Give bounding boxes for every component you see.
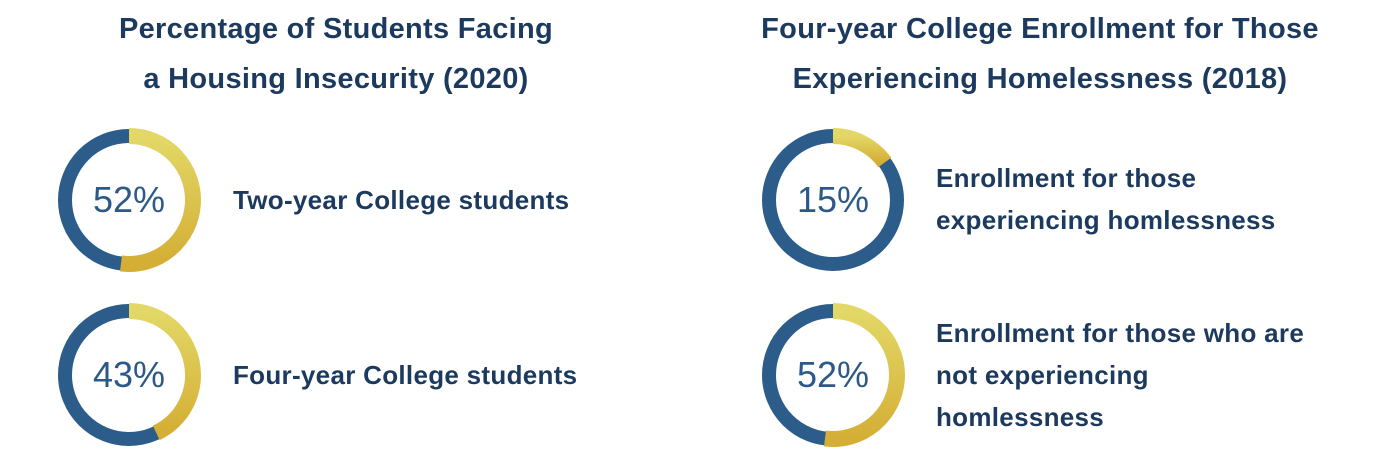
panel-title: Four-year College Enrollment for Those E… [700, 4, 1376, 104]
donut-value-label: 52% [796, 354, 870, 395]
donut-value-arc [128, 303, 201, 441]
label-line: Enrollment for those [936, 163, 1197, 193]
stat-item-four-year: 43% Four-year College students [0, 300, 680, 450]
housing-insecurity-panel: Percentage of Students Facing a Housing … [0, 0, 680, 448]
title-line: a Housing Insecurity (2020) [143, 63, 529, 95]
donut-chart: 52% [54, 125, 204, 275]
label-line: Two-year College students [233, 185, 570, 215]
label-line: Four-year College students [233, 360, 578, 390]
donut-value-label: 52% [92, 179, 166, 220]
title-line: Percentage of Students Facing [118, 13, 554, 45]
item-label: Enrollment for those who are not experie… [936, 312, 1304, 438]
donut-chart: 15% [758, 125, 908, 275]
title-line: Four-year College Enrollment for Those [761, 13, 1319, 45]
donut-chart: 43% [54, 300, 204, 450]
panel-title: Percentage of Students Facing a Housing … [0, 4, 672, 104]
donut-value-arc [832, 128, 892, 168]
label-line: homlessness [936, 402, 1105, 432]
donut-chart: 52% [758, 300, 908, 450]
stat-item-experiencing: 15% Enrollment for those experiencing ho… [700, 125, 1376, 275]
label-line: not experiencing [936, 360, 1149, 390]
donut-value-arc [823, 303, 905, 447]
donut-value-label: 15% [796, 179, 870, 220]
stat-item-not-experiencing: 52% Enrollment for those who are not exp… [700, 300, 1376, 450]
item-label: Enrollment for those experiencing homles… [936, 157, 1276, 241]
item-label: Four-year College students [233, 354, 577, 396]
donut-value-label: 43% [92, 354, 166, 395]
item-label: Two-year College students [233, 179, 569, 221]
label-line: experiencing homlessness [936, 205, 1276, 235]
title-line: Experiencing Homelessness (2018) [792, 63, 1288, 95]
label-line: Enrollment for those who are [936, 318, 1305, 348]
homelessness-enrollment-panel: Four-year College Enrollment for Those E… [700, 0, 1376, 448]
stat-item-two-year: 52% Two-year College students [0, 125, 680, 275]
donut-value-arc [119, 128, 201, 272]
